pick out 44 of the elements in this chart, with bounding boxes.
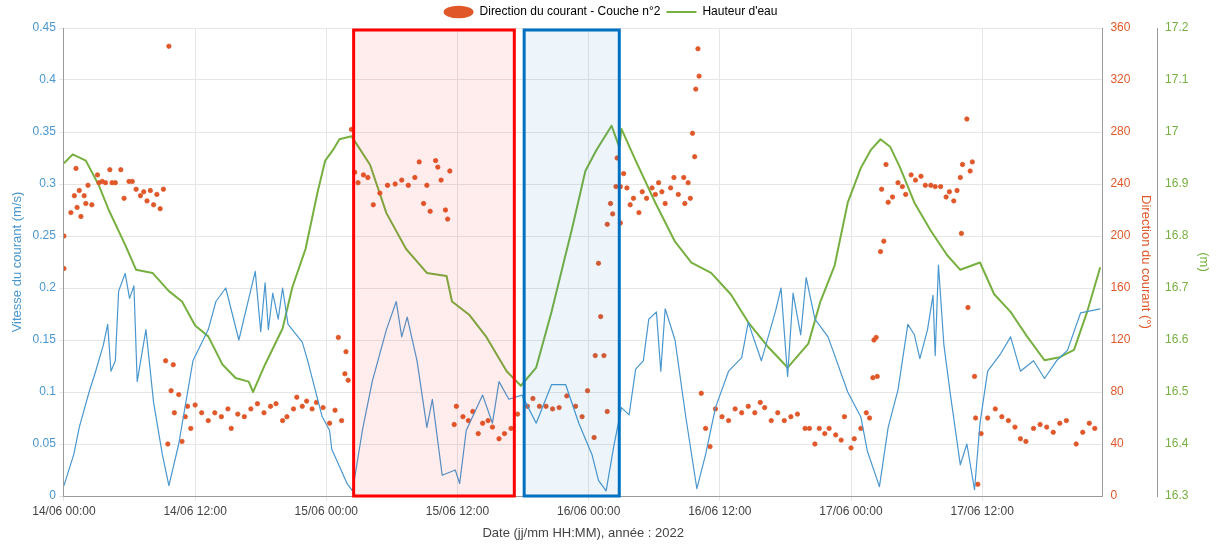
- x-tick-label: 15/06 00:00: [294, 503, 359, 518]
- y-tick-label: 0.25: [32, 228, 57, 243]
- x-tick-label: 16/06 00:00: [556, 503, 621, 518]
- y3-tick-label: 16.7: [1165, 280, 1189, 295]
- y-tick-label: 0.4: [39, 72, 57, 87]
- x-tick-label: 15/06 12:00: [425, 503, 490, 518]
- y3-axis-title: (m): [1196, 252, 1212, 272]
- y3-tick-label: 17.1: [1165, 72, 1189, 87]
- y-tick-label: 0.2: [39, 280, 57, 295]
- y3-tick-label: 16.5: [1165, 384, 1189, 399]
- y-tick-label: 0.15: [32, 332, 57, 347]
- y3-tick-label: 16.4: [1165, 436, 1189, 451]
- y3-tick-label: 17: [1165, 124, 1179, 139]
- y2-tick-label: 120: [1110, 332, 1131, 347]
- y3-tick-label: 16.8: [1165, 228, 1189, 243]
- x-tick-label: 17/06 00:00: [819, 503, 884, 518]
- y2-tick-label: 280: [1110, 124, 1131, 139]
- x-tick-label: 14/06 12:00: [163, 503, 228, 518]
- y2-tick-label: 160: [1110, 280, 1131, 295]
- y-tick-label: 0.45: [32, 20, 57, 35]
- y2-tick-label: 0: [1110, 488, 1118, 503]
- legend-label: Hauteur d'eau: [702, 4, 778, 19]
- y2-tick-label: 200: [1110, 228, 1131, 243]
- y2-tick-label: 240: [1110, 176, 1131, 191]
- x-tick-label: 17/06 12:00: [950, 503, 1015, 518]
- y-tick-label: 0.3: [39, 176, 57, 191]
- legend-label: Direction du courant - Couche n°2: [479, 4, 661, 19]
- y3-tick-label: 17.2: [1165, 20, 1189, 35]
- y2-tick-label: 80: [1110, 384, 1125, 399]
- y3-tick-label: 16.9: [1165, 176, 1189, 191]
- y2-tick-label: 40: [1110, 436, 1125, 451]
- y2-tick-label: 320: [1110, 72, 1131, 87]
- y-axis-title: Vitesse du courant (m/s): [9, 191, 25, 333]
- x-axis-title: Date (jj/mm HH:MM), année : 2022: [482, 524, 684, 540]
- y-tick-label: 0.1: [39, 384, 57, 399]
- y3-tick-label: 16.3: [1165, 488, 1189, 503]
- y-tick-label: 0.05: [32, 436, 57, 451]
- y-tick-label: 0: [49, 488, 57, 503]
- x-tick-label: 16/06 12:00: [688, 503, 752, 518]
- y2-tick-label: 360: [1110, 20, 1131, 35]
- y-tick-label: 0.35: [32, 124, 57, 139]
- x-tick-label: 14/06 00:00: [32, 503, 96, 518]
- y2-axis-title: Direction du courant (°): [1138, 195, 1154, 329]
- y3-tick-label: 16.6: [1165, 332, 1189, 347]
